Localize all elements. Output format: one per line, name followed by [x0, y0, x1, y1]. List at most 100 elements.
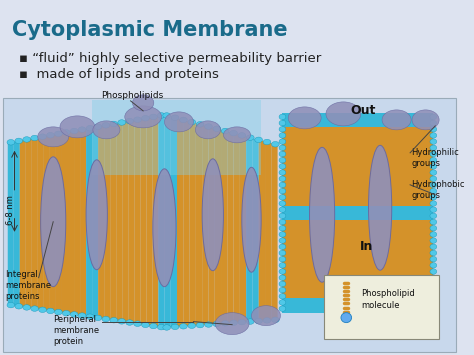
Ellipse shape	[279, 244, 286, 250]
Ellipse shape	[221, 128, 229, 134]
Polygon shape	[20, 140, 26, 307]
Ellipse shape	[110, 121, 118, 127]
Polygon shape	[271, 143, 278, 320]
Ellipse shape	[279, 170, 286, 175]
Ellipse shape	[125, 106, 162, 128]
Ellipse shape	[430, 133, 437, 138]
Ellipse shape	[279, 164, 286, 169]
Ellipse shape	[279, 126, 286, 132]
Ellipse shape	[430, 225, 437, 231]
Ellipse shape	[164, 112, 193, 132]
Ellipse shape	[163, 113, 171, 118]
Polygon shape	[183, 120, 190, 326]
FancyBboxPatch shape	[283, 306, 433, 313]
Ellipse shape	[430, 281, 437, 286]
Ellipse shape	[279, 281, 286, 286]
Ellipse shape	[430, 195, 437, 200]
Polygon shape	[246, 137, 253, 322]
FancyBboxPatch shape	[283, 234, 433, 242]
Ellipse shape	[279, 287, 286, 293]
FancyBboxPatch shape	[3, 98, 456, 351]
Polygon shape	[62, 132, 68, 313]
Ellipse shape	[310, 147, 335, 282]
Ellipse shape	[279, 139, 286, 144]
Ellipse shape	[223, 127, 251, 143]
Ellipse shape	[213, 126, 221, 131]
Ellipse shape	[102, 316, 110, 322]
Ellipse shape	[430, 182, 437, 188]
Ellipse shape	[149, 114, 157, 120]
Ellipse shape	[63, 130, 70, 135]
FancyBboxPatch shape	[283, 141, 433, 149]
Text: Cytoplasmic Membrane: Cytoplasmic Membrane	[11, 20, 287, 40]
Ellipse shape	[205, 322, 212, 327]
Ellipse shape	[430, 219, 437, 225]
Ellipse shape	[55, 309, 62, 315]
Ellipse shape	[39, 134, 46, 140]
Ellipse shape	[39, 307, 46, 312]
Ellipse shape	[7, 302, 15, 308]
Ellipse shape	[430, 170, 437, 175]
FancyBboxPatch shape	[283, 156, 433, 163]
Ellipse shape	[430, 238, 437, 243]
Polygon shape	[86, 128, 92, 317]
Text: Hydrophobic
groups: Hydrophobic groups	[411, 180, 465, 200]
FancyBboxPatch shape	[283, 177, 433, 185]
Ellipse shape	[7, 140, 15, 145]
Ellipse shape	[23, 305, 31, 310]
Ellipse shape	[279, 306, 286, 311]
Polygon shape	[134, 119, 140, 324]
Ellipse shape	[134, 321, 141, 327]
FancyBboxPatch shape	[283, 198, 433, 206]
Ellipse shape	[55, 131, 62, 137]
Ellipse shape	[430, 287, 437, 293]
Polygon shape	[215, 128, 221, 324]
Ellipse shape	[230, 320, 237, 326]
Ellipse shape	[430, 139, 437, 144]
Ellipse shape	[94, 124, 102, 130]
Ellipse shape	[326, 102, 361, 126]
Polygon shape	[56, 133, 62, 313]
Ellipse shape	[279, 232, 286, 237]
Ellipse shape	[157, 113, 165, 118]
Ellipse shape	[133, 95, 154, 111]
Polygon shape	[177, 118, 183, 327]
Polygon shape	[26, 138, 32, 308]
Ellipse shape	[430, 176, 437, 181]
Ellipse shape	[46, 132, 55, 138]
Ellipse shape	[279, 219, 286, 225]
Ellipse shape	[86, 160, 108, 270]
FancyBboxPatch shape	[283, 163, 433, 170]
Text: Peripheral
membrane
protein: Peripheral membrane protein	[53, 315, 100, 346]
Ellipse shape	[279, 133, 286, 138]
Polygon shape	[116, 122, 122, 321]
Ellipse shape	[430, 126, 437, 132]
Ellipse shape	[134, 117, 141, 122]
Ellipse shape	[342, 300, 374, 320]
Polygon shape	[50, 134, 56, 312]
Ellipse shape	[15, 138, 23, 144]
Polygon shape	[32, 137, 38, 309]
Ellipse shape	[213, 321, 221, 327]
Ellipse shape	[110, 317, 118, 323]
FancyBboxPatch shape	[283, 284, 433, 292]
Text: ▪ “fluid” highly selective permeability barrier: ▪ “fluid” highly selective permeability …	[19, 52, 321, 65]
Ellipse shape	[279, 213, 286, 219]
Ellipse shape	[180, 323, 187, 329]
Polygon shape	[265, 142, 271, 321]
Ellipse shape	[430, 201, 437, 206]
Ellipse shape	[195, 121, 220, 139]
Ellipse shape	[70, 128, 78, 134]
FancyBboxPatch shape	[283, 256, 433, 263]
Ellipse shape	[279, 151, 286, 157]
Polygon shape	[98, 126, 104, 319]
Ellipse shape	[279, 207, 286, 212]
Ellipse shape	[279, 114, 286, 120]
Ellipse shape	[31, 306, 38, 311]
Ellipse shape	[430, 120, 437, 126]
Polygon shape	[140, 118, 146, 325]
Polygon shape	[196, 123, 202, 326]
Ellipse shape	[31, 135, 38, 141]
Ellipse shape	[412, 110, 439, 130]
Ellipse shape	[246, 319, 254, 324]
